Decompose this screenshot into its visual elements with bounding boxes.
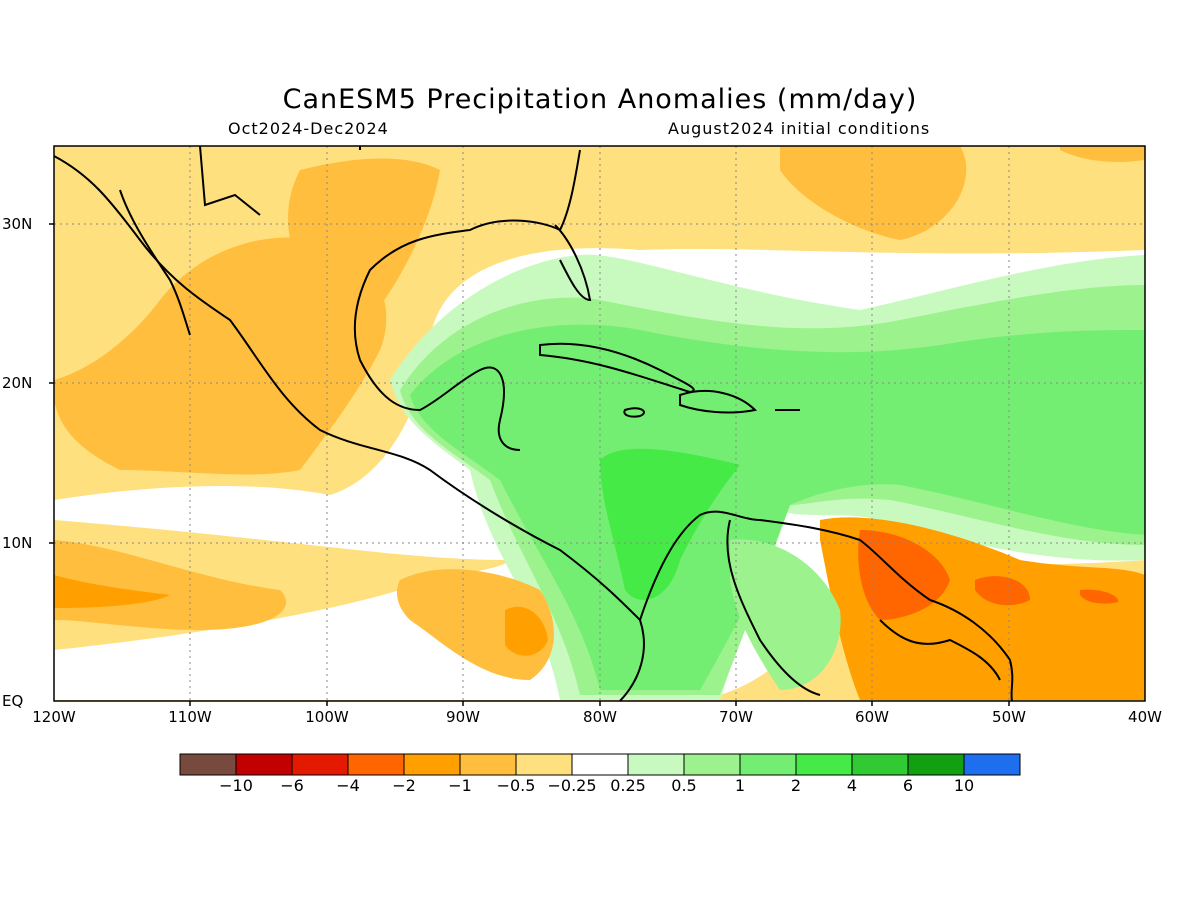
colorbar-swatch: [571, 753, 629, 776]
init-conditions-label: August2024 initial conditions: [668, 119, 931, 138]
colorbar-swatch: [683, 753, 741, 776]
x-tick-label: 90W: [446, 708, 480, 726]
colorbar-label: 1: [734, 776, 746, 795]
colorbar-swatch: [795, 753, 853, 776]
colorbar-swatch: [515, 753, 573, 776]
period-label: Oct2024-Dec2024: [228, 119, 389, 138]
colorbar-label: −1: [448, 776, 472, 795]
colorbar: [179, 753, 1021, 776]
colorbar-label: −4: [336, 776, 360, 795]
axis-ticks: [49, 223, 1010, 706]
x-tick-label: 70W: [719, 708, 753, 726]
colorbar-label: −10: [219, 776, 253, 795]
colorbar-label: −0.5: [496, 776, 536, 795]
colorbar-swatch: [235, 753, 293, 776]
anomaly-field: [54, 146, 1145, 701]
y-tick-label: 30N: [2, 215, 33, 233]
x-tick-label: 120W: [32, 708, 76, 726]
coastlines: [54, 146, 1014, 701]
x-tick-label: 100W: [305, 708, 349, 726]
x-tick-label: 60W: [855, 708, 889, 726]
colorbar-swatch: [403, 753, 461, 776]
colorbar-label: −0.25: [547, 776, 597, 795]
x-tick-label: 50W: [992, 708, 1026, 726]
colorbar-label: −6: [280, 776, 304, 795]
x-tick-label: 80W: [583, 708, 617, 726]
colorbar-label: 0.25: [610, 776, 646, 795]
y-tick-label: 10N: [2, 534, 33, 552]
colorbar-swatch: [291, 753, 349, 776]
colorbar-label: 0.5: [671, 776, 697, 795]
colorbar-label: 4: [846, 776, 858, 795]
y-tick-label: EQ: [2, 692, 24, 710]
colorbar-swatch: [347, 753, 405, 776]
colorbar-label: 2: [790, 776, 802, 795]
colorbar-swatch: [627, 753, 685, 776]
colorbar-swatch: [459, 753, 517, 776]
map-title: CanESM5 Precipitation Anomalies (mm/day): [282, 84, 918, 115]
colorbar-label: 6: [902, 776, 914, 795]
grid-lines: [54, 146, 1145, 701]
colorbar-swatch: [907, 753, 965, 776]
colorbar-swatch: [851, 753, 909, 776]
colorbar-swatch: [739, 753, 797, 776]
x-tick-label: 40W: [1128, 708, 1162, 726]
colorbar-label: −2: [392, 776, 416, 795]
colorbar-swatch: [179, 753, 237, 776]
x-tick-label: 110W: [168, 708, 212, 726]
colorbar-label: 10: [953, 776, 975, 795]
y-tick-label: 20N: [2, 374, 33, 392]
colorbar-swatch: [963, 753, 1021, 776]
